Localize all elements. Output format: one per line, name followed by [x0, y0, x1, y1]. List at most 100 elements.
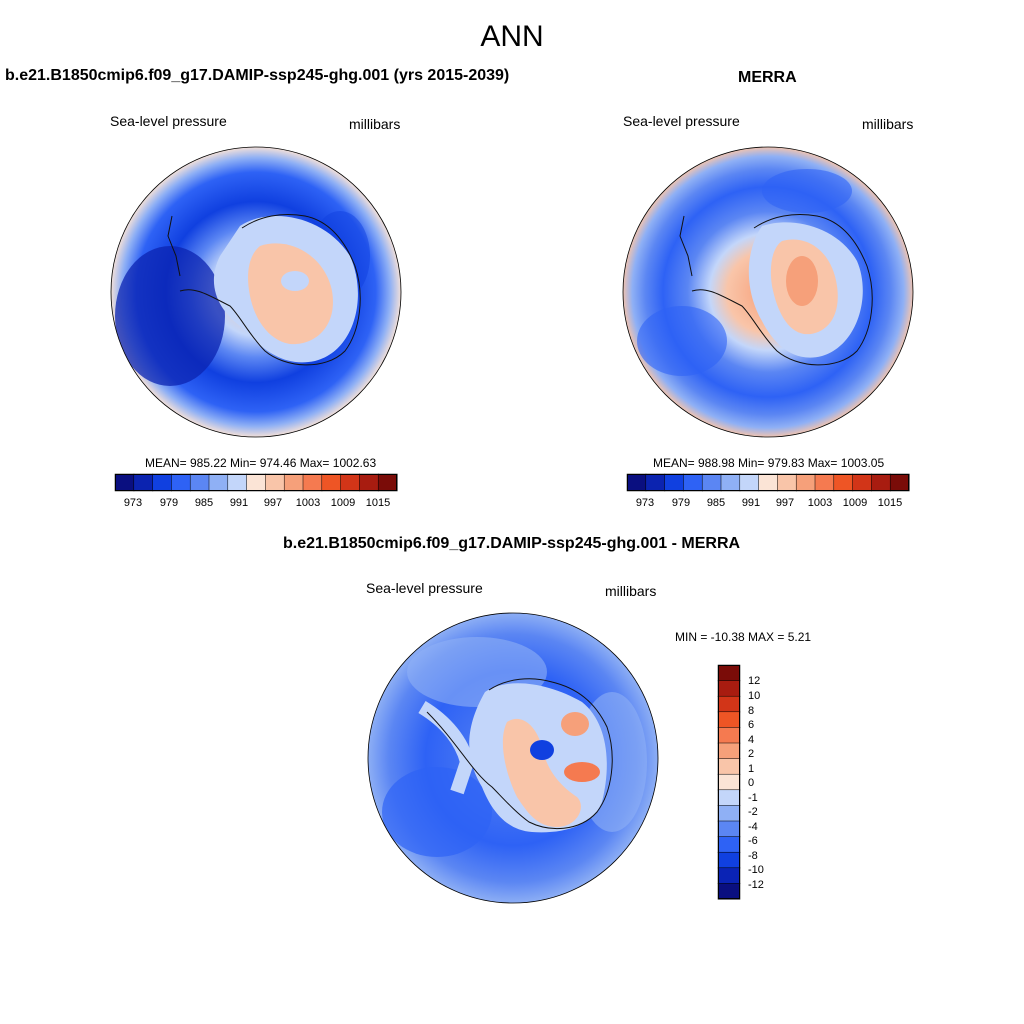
colorbar-swatch — [777, 473, 797, 492]
right-colorbar: 973 979 985 991 997 1003 1009 1015 — [626, 473, 910, 509]
left-polar-map — [110, 146, 402, 438]
diff-cb-label: 8 — [748, 705, 754, 717]
left-variable-label: Sea-level pressure — [110, 113, 227, 129]
colorbar-swatch — [302, 473, 323, 492]
colorbar-swatch — [626, 473, 647, 492]
colorbar-swatch — [283, 473, 304, 492]
right-colorbar-labels: 973 979 985 991 997 1003 1009 1015 — [636, 497, 902, 509]
colorbar-swatch — [717, 680, 741, 697]
diff-stats: MIN = -10.38 MAX = 5.21 — [675, 630, 812, 644]
colorbar-swatch — [852, 473, 872, 492]
colorbar-swatch — [833, 473, 854, 492]
diff-cb-label: 6 — [748, 719, 754, 731]
right-colorbar-swatches — [626, 473, 910, 492]
right-cb-label: 1003 — [808, 497, 832, 509]
colorbar-swatch — [795, 473, 816, 492]
colorbar-swatch — [717, 789, 741, 806]
right-polar-map — [622, 146, 914, 438]
colorbar-swatch — [758, 473, 778, 492]
colorbar-swatch — [321, 473, 342, 492]
diff-cb-label: 1 — [748, 763, 754, 775]
colorbar-swatch — [114, 473, 135, 492]
left-colorbar-labels: 973 979 985 991 997 1003 1009 1015 — [124, 497, 390, 509]
colorbar-swatch — [717, 851, 741, 869]
colorbar-swatch — [871, 473, 891, 492]
diff-cb-label: 0 — [748, 777, 754, 789]
colorbar-swatch — [739, 473, 760, 492]
right-cb-label: 973 — [636, 497, 654, 509]
diff-colorbar-swatches — [717, 664, 741, 900]
colorbar-swatch — [717, 695, 741, 713]
left-cb-label: 1015 — [366, 497, 390, 509]
diff-colorbar-labels: 12 10 8 6 4 2 1 0 -1 -2 -4 -6 -8 -10 -12 — [748, 675, 764, 891]
diff-cb-label: 10 — [748, 690, 760, 702]
diff-cb-label: -6 — [748, 835, 758, 847]
colorbar-swatch — [208, 473, 229, 492]
colorbar-swatch — [645, 473, 666, 492]
main-title: ANN — [480, 20, 544, 53]
left-panel-title: b.e21.B1850cmip6.f09_g17.DAMIP-ssp245-gh… — [5, 67, 510, 84]
colorbar-swatch — [377, 473, 398, 492]
colorbar-swatch — [717, 867, 741, 884]
diff-cb-label: -12 — [748, 879, 764, 891]
left-colorbar-swatches — [114, 473, 398, 492]
left-stats: MEAN= 985.22 Min= 974.46 Max= 1002.63 — [145, 456, 377, 470]
right-cb-label: 997 — [776, 497, 794, 509]
diff-cb-label: -4 — [748, 821, 758, 833]
left-cb-label: 985 — [195, 497, 213, 509]
right-units-label: millibars — [862, 116, 914, 132]
colorbar-swatch — [717, 836, 741, 853]
left-colorbar: 973 979 985 991 997 1003 1009 1015 — [114, 473, 398, 509]
colorbar-swatch — [717, 664, 741, 682]
diff-cb-label: -10 — [748, 864, 764, 876]
diff-cb-label: -8 — [748, 850, 758, 862]
colorbar-swatch — [814, 473, 835, 492]
diff-cb-label: -1 — [748, 792, 758, 804]
colorbar-swatch — [889, 473, 910, 492]
colorbar-swatch — [717, 742, 741, 760]
diff-polar-map — [367, 612, 659, 904]
colorbar-swatch — [717, 805, 741, 822]
colorbar-swatch — [720, 473, 741, 492]
left-cb-label: 1009 — [331, 497, 355, 509]
colorbar-swatch — [133, 473, 154, 492]
colorbar-swatch — [717, 711, 741, 728]
diff-cb-label: 2 — [748, 748, 754, 760]
colorbar-swatch — [171, 473, 191, 492]
right-cb-label: 991 — [742, 497, 760, 509]
diff-units-label: millibars — [605, 583, 657, 599]
colorbar-swatch — [717, 820, 741, 838]
colorbar-swatch — [340, 473, 360, 492]
colorbar-swatch — [717, 727, 741, 744]
diff-colorbar: 12 10 8 6 4 2 1 0 -1 -2 -4 -6 -8 -10 -12 — [717, 664, 764, 900]
left-cb-label: 973 — [124, 497, 142, 509]
right-stats: MEAN= 988.98 Min= 979.83 Max= 1003.05 — [653, 456, 885, 470]
colorbar-swatch — [664, 473, 684, 492]
diff-panel-title: b.e21.B1850cmip6.f09_g17.DAMIP-ssp245-gh… — [283, 535, 741, 552]
colorbar-swatch — [717, 773, 741, 791]
colorbar-swatch — [227, 473, 248, 492]
right-variable-label: Sea-level pressure — [623, 113, 740, 129]
colorbar-swatch — [152, 473, 172, 492]
right-cb-label: 985 — [707, 497, 725, 509]
right-cb-label: 979 — [672, 497, 690, 509]
colorbar-swatch — [683, 473, 703, 492]
diff-variable-label: Sea-level pressure — [366, 580, 483, 596]
right-cb-label: 1015 — [878, 497, 902, 509]
right-cb-label: 1009 — [843, 497, 867, 509]
colorbar-swatch — [717, 883, 741, 900]
left-cb-label: 997 — [264, 497, 282, 509]
colorbar-swatch — [359, 473, 379, 492]
left-units-label: millibars — [349, 116, 401, 132]
colorbar-swatch — [265, 473, 285, 492]
diff-cb-label: 4 — [748, 734, 754, 746]
diff-cb-label: -2 — [748, 806, 758, 818]
colorbar-swatch — [246, 473, 266, 492]
colorbar-swatch — [189, 473, 210, 492]
left-cb-label: 979 — [160, 497, 178, 509]
colorbar-swatch — [717, 758, 741, 775]
right-panel-title: MERRA — [738, 69, 797, 86]
left-cb-label: 991 — [230, 497, 248, 509]
diff-cb-label: 12 — [748, 675, 760, 687]
colorbar-swatch — [701, 473, 722, 492]
